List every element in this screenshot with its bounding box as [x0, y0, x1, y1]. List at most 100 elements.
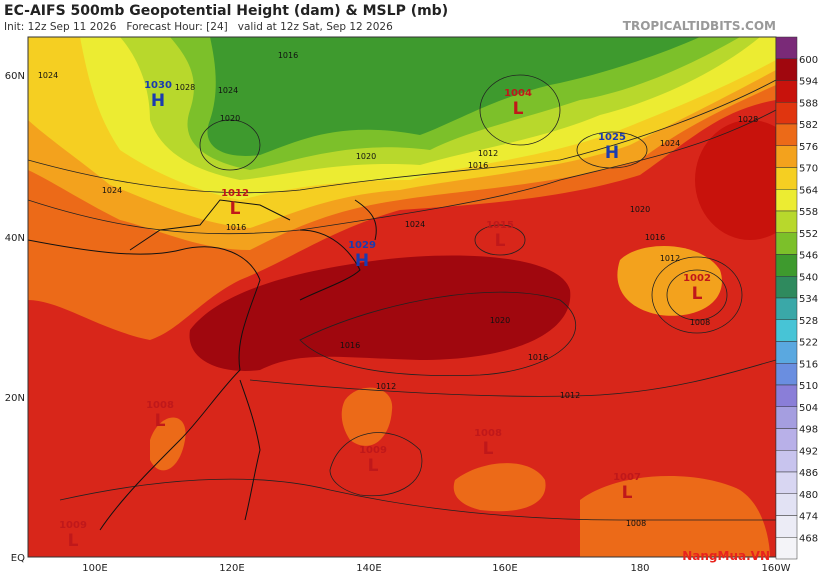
colorbar-label: 540	[799, 272, 818, 283]
field-594	[189, 255, 571, 371]
isobar-label: 1024	[405, 220, 425, 229]
lon-label: 100E	[82, 563, 107, 573]
center-symbol: L	[368, 456, 379, 476]
center-symbol: L	[495, 231, 506, 251]
isobar-label: 1028	[175, 83, 195, 92]
lon-label: 140E	[356, 563, 381, 573]
center-value: 1012	[221, 188, 249, 199]
center-symbol: H	[355, 251, 369, 271]
colorbar-cell	[775, 254, 798, 277]
field-582-a	[341, 387, 393, 446]
colorbar-label: 516	[799, 359, 818, 370]
colorbar-cell	[775, 319, 798, 342]
init-line: Init: 12z Sep 11 2026 Forecast Hour: [24…	[4, 21, 393, 33]
colorbar-cell	[775, 363, 798, 386]
colorbar-cell	[775, 276, 798, 299]
lat-label: 60N	[5, 71, 25, 82]
lon-label: 120E	[219, 563, 244, 573]
isobar-label: 1024	[218, 86, 238, 95]
colorbar-top	[775, 36, 798, 59]
center-symbol: L	[513, 99, 524, 119]
colorbar-cell	[775, 450, 798, 473]
isobar-label: 1020	[220, 114, 240, 123]
isobar-label: 1028	[738, 115, 758, 124]
colorbar-cell	[775, 232, 798, 255]
colorbar-cell	[775, 123, 798, 146]
center-symbol: L	[155, 411, 166, 431]
watermark: NangMua.VN	[682, 549, 770, 563]
center-value: 1008	[146, 400, 174, 411]
isobars	[28, 74, 776, 521]
isobar-label: 1016	[468, 161, 488, 170]
lat-label: EQ	[11, 553, 25, 564]
isobar-label: 1016	[226, 223, 246, 232]
colorbar-label: 570	[799, 164, 818, 175]
center-value: 1007	[613, 472, 641, 483]
colorbar-label: 468	[799, 533, 818, 544]
field-588-east	[695, 120, 776, 240]
isobar-label: 1012	[376, 382, 396, 391]
isobar-label: 1012	[660, 254, 680, 263]
colorbar-label: 480	[799, 490, 818, 501]
colorbar-label: 582	[799, 120, 818, 131]
field-576-low	[617, 246, 722, 316]
colorbar-cell	[775, 80, 798, 103]
title: EC-AIFS 500mb Geopotential Height (dam) …	[4, 3, 448, 19]
colorbar-cell	[775, 471, 798, 494]
site-name: TROPICALTIDBITS.COM	[623, 19, 776, 33]
colorbar-cell	[775, 167, 798, 190]
lat-label: 20N	[5, 393, 25, 404]
center-symbol: L	[230, 199, 241, 219]
center-value: 1004	[504, 88, 532, 99]
center-value: 1009	[59, 520, 87, 531]
center-symbol: L	[692, 284, 703, 304]
colorbar-label: 534	[799, 294, 818, 305]
coastlines	[28, 199, 377, 531]
field-582-c	[580, 476, 770, 557]
isobar-label: 1020	[356, 152, 376, 161]
lon-label: 160W	[762, 563, 791, 573]
colorbar-label: 498	[799, 425, 818, 436]
colorbar-label: 492	[799, 446, 818, 457]
center-symbol: L	[483, 439, 494, 459]
isobar-label: 1016	[340, 341, 360, 350]
isobar-label: 1008	[626, 519, 646, 528]
colorbar-label: 564	[799, 185, 818, 196]
center-value: 1029	[348, 240, 376, 251]
colorbar-cell	[775, 210, 798, 233]
colorbar-label: 510	[799, 381, 818, 392]
isobar-label: 1016	[645, 233, 665, 242]
colorbar-label: 522	[799, 338, 818, 349]
center-symbol: H	[151, 91, 165, 111]
colorbar-cell	[775, 537, 798, 560]
colorbar-cell	[775, 515, 798, 538]
colorbar-cell	[775, 428, 798, 451]
isobar-label: 1020	[630, 205, 650, 214]
isobar-label: 1008	[690, 318, 710, 327]
colorbar-label: 552	[799, 229, 818, 240]
center-value: 1015	[486, 220, 514, 231]
field-582-b	[453, 463, 546, 512]
colorbar-label: 594	[799, 77, 818, 88]
center-value: 1008	[474, 428, 502, 439]
center-symbol: L	[68, 531, 79, 551]
isobar-label: 1020	[490, 316, 510, 325]
center-value: 1002	[683, 273, 711, 284]
colorbar-cell	[775, 189, 798, 212]
colorbar-cell	[775, 493, 798, 516]
field-582-d	[150, 417, 186, 471]
colorbar-label: 600	[799, 55, 818, 66]
colorbar-cell	[775, 145, 798, 168]
colorbar-label: 588	[799, 98, 818, 109]
colorbar-cell	[775, 384, 798, 407]
colorbar-cell	[775, 102, 798, 125]
isobar-label: 1012	[560, 391, 580, 400]
lon-label: 160E	[492, 563, 517, 573]
isobar-label: 1024	[38, 71, 58, 80]
isobar-label: 1016	[278, 51, 298, 60]
colorbar-cell	[775, 341, 798, 364]
isobar-label: 1016	[528, 353, 548, 362]
center-value: 1009	[359, 445, 387, 456]
lat-label: 40N	[5, 233, 25, 244]
